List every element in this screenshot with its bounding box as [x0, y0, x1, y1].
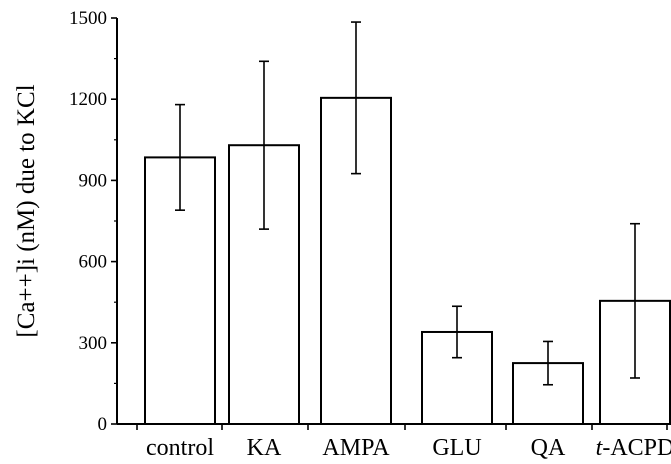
x-tick-label: control [146, 435, 214, 459]
error-bar-control [175, 103, 185, 211]
y-tick-label: 1500 [69, 8, 107, 29]
error-bar-qa [543, 340, 553, 386]
error-bars-layer [175, 21, 640, 386]
x-tick-label: GLU [432, 435, 481, 459]
y-tick-label: 600 [79, 252, 108, 273]
x-tick-label: t-ACPD [596, 435, 671, 459]
y-axis-label: [Ca++]i (nM) due to KCl [13, 84, 40, 337]
error-bar-glu [452, 305, 462, 359]
error-bar-ka [259, 60, 269, 230]
bar-glu [421, 330, 493, 425]
x-tick-label: QA [531, 435, 566, 459]
error-bar-ampa [351, 21, 361, 175]
y-tick-label: 0 [98, 414, 108, 435]
x-tick-label: KA [247, 435, 282, 459]
y-tick-label: 1200 [69, 89, 107, 110]
error-bar-t-acpd [630, 222, 640, 379]
y-tick-label: 300 [79, 333, 108, 354]
y-tick-label: 900 [79, 170, 108, 191]
x-tick-label: AMPA [322, 435, 390, 459]
bars-layer [144, 96, 671, 426]
axes-layer [111, 17, 668, 430]
labels-layer: control KA AMPA GLU QA t-ACPD 0 300 600 900 1200 15… [69, 8, 671, 461]
